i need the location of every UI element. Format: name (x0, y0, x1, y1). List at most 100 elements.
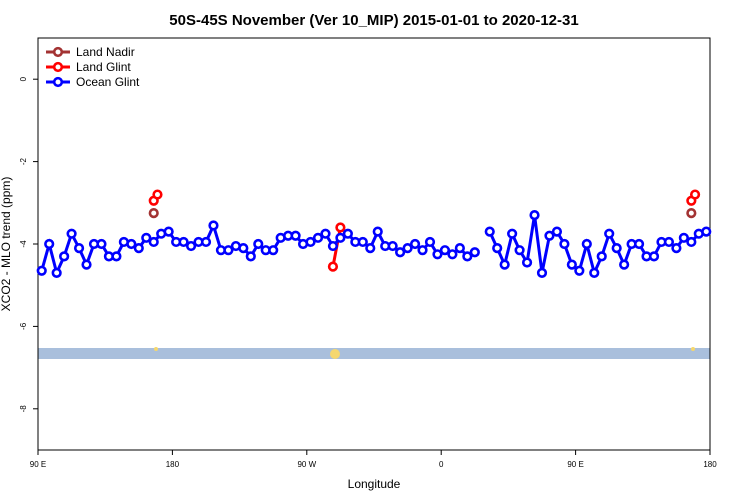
point (619, 259, 630, 270)
legend-marker (52, 46, 64, 58)
point (701, 226, 712, 237)
point (111, 251, 122, 262)
point (163, 226, 174, 237)
point (327, 261, 339, 272)
point (253, 238, 264, 250)
point (574, 265, 585, 276)
point (335, 222, 346, 233)
legend-marker (52, 61, 64, 73)
point (559, 238, 570, 250)
band-dot (691, 347, 695, 351)
point (387, 240, 398, 252)
point (238, 243, 249, 254)
point (544, 230, 555, 241)
point (223, 245, 234, 256)
point (245, 251, 256, 262)
point (566, 259, 577, 270)
surface-band (38, 348, 710, 359)
x-tick-label: 180 (166, 460, 180, 469)
point (492, 243, 503, 254)
point (327, 240, 339, 252)
x-tick-label: 0 (439, 460, 444, 469)
chart-title: 50S-45S November (Ver 10_MIP) 2015-01-01… (169, 12, 578, 29)
y-tick-label: -4 (19, 240, 28, 248)
point (454, 243, 465, 254)
point (409, 238, 421, 250)
x-tick-label: 90 E (30, 460, 46, 469)
point (686, 208, 697, 219)
point (126, 238, 137, 250)
point (402, 243, 413, 254)
point (208, 220, 219, 231)
point (536, 267, 548, 278)
legend-label: Land Nadir (76, 45, 135, 59)
point (200, 236, 212, 248)
point (521, 257, 533, 268)
point (499, 259, 510, 270)
legend-label: Ocean Glint (76, 75, 140, 89)
point (81, 259, 92, 270)
y-tick-label: -2 (19, 157, 28, 165)
x-tick-label: 90 W (297, 460, 316, 469)
y-tick-label: -6 (19, 322, 28, 330)
point (133, 243, 144, 254)
point (686, 236, 697, 248)
point (439, 245, 451, 256)
point (312, 232, 324, 243)
x-axis-label: Longitude (348, 477, 401, 491)
y-tick-label: 0 (19, 76, 28, 81)
point (44, 238, 55, 250)
band-dot (330, 349, 340, 359)
point (148, 208, 159, 219)
point (689, 189, 701, 200)
point (268, 245, 279, 256)
x-tick-label: 180 (703, 460, 717, 469)
point (633, 238, 645, 250)
point (529, 210, 540, 221)
point (611, 243, 622, 254)
point (663, 236, 675, 248)
band-dot (154, 347, 158, 351)
point (514, 245, 525, 256)
point (305, 236, 316, 248)
point (484, 226, 495, 237)
point (152, 189, 163, 200)
point (36, 265, 47, 276)
point (365, 243, 376, 254)
point (96, 238, 107, 250)
point (424, 236, 436, 248)
point (604, 228, 615, 239)
point (648, 251, 660, 262)
y-tick-label: -8 (19, 405, 28, 413)
point (678, 232, 689, 243)
point (507, 228, 518, 239)
point (462, 251, 473, 262)
point (148, 236, 159, 248)
point (469, 247, 480, 258)
y-axis-label: XCO2 - MLO trend (ppm) (0, 177, 13, 312)
point (357, 236, 368, 248)
point (417, 245, 428, 256)
point (596, 251, 607, 262)
point (73, 243, 85, 254)
point (589, 267, 600, 278)
point (447, 249, 458, 260)
point (432, 249, 443, 260)
point (335, 232, 346, 243)
point (141, 232, 152, 243)
point (185, 240, 197, 252)
point (372, 226, 383, 237)
point (671, 243, 682, 254)
point (51, 267, 62, 278)
point (178, 236, 189, 248)
point (551, 226, 563, 237)
point (342, 228, 353, 239)
point (59, 251, 70, 262)
point (395, 247, 406, 258)
x-tick-label: 90 E (567, 460, 583, 469)
point (581, 238, 592, 250)
point (320, 228, 331, 239)
legend-label: Land Glint (76, 60, 131, 74)
legend-marker (52, 76, 64, 88)
